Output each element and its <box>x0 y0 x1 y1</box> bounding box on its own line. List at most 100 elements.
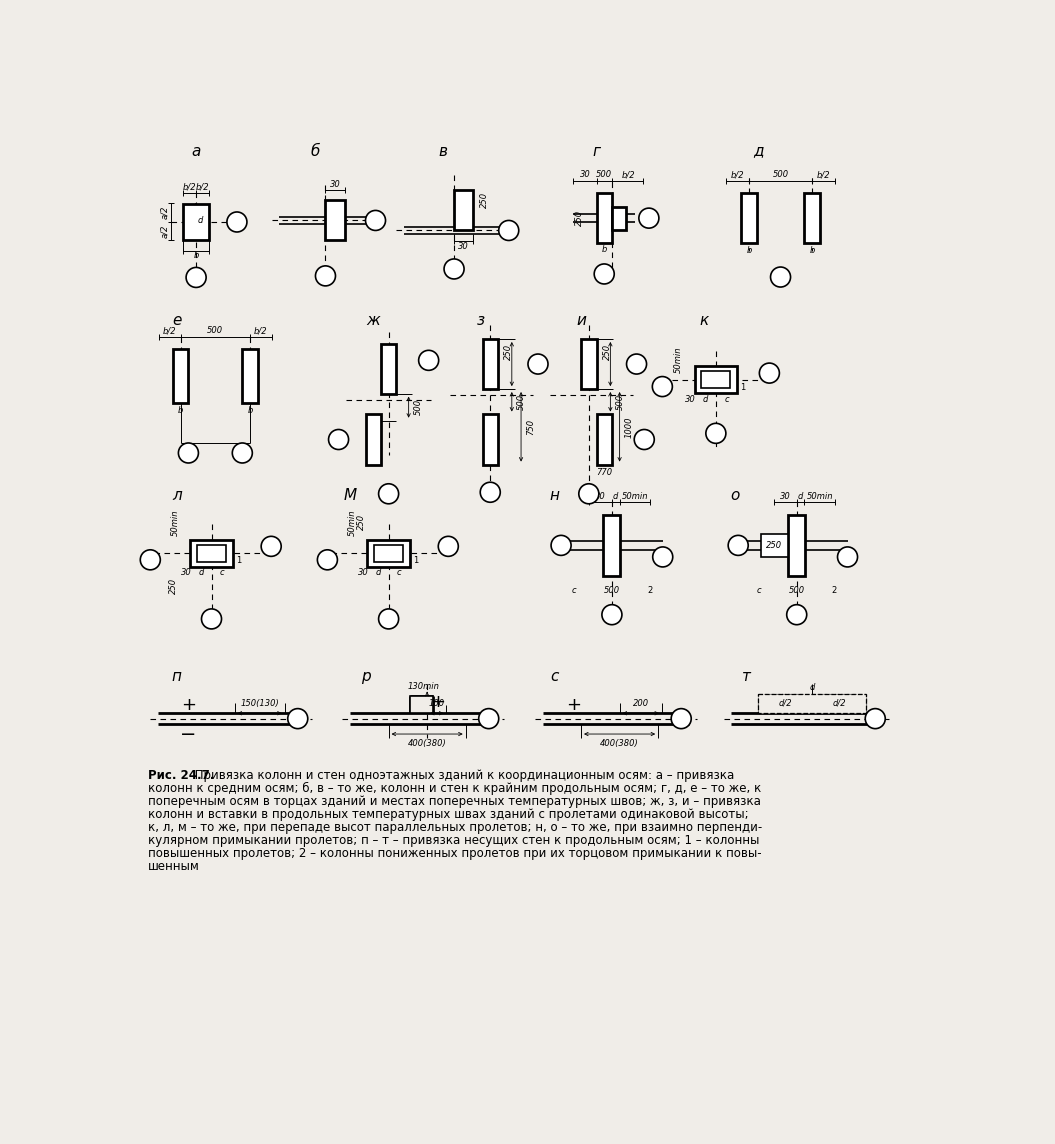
Bar <box>603 515 620 577</box>
Text: 500: 500 <box>517 394 526 410</box>
Circle shape <box>480 483 500 502</box>
Text: b/2: b/2 <box>254 326 268 335</box>
Text: d: d <box>798 492 803 501</box>
Bar <box>596 414 612 464</box>
Text: 130min: 130min <box>407 682 439 691</box>
Text: 500: 500 <box>616 394 625 410</box>
Text: д: д <box>753 144 764 159</box>
Text: 500: 500 <box>596 170 612 180</box>
Circle shape <box>627 353 647 374</box>
Text: b: b <box>178 406 184 415</box>
Text: b/2: b/2 <box>164 326 177 335</box>
Circle shape <box>551 535 571 555</box>
Circle shape <box>140 550 160 570</box>
Circle shape <box>315 265 335 286</box>
Circle shape <box>444 259 464 279</box>
Bar <box>243 349 257 403</box>
Text: 2: 2 <box>647 586 652 595</box>
Text: р: р <box>361 669 370 684</box>
Text: d: d <box>376 569 381 578</box>
Text: н: н <box>550 487 559 503</box>
Text: 200: 200 <box>633 699 649 708</box>
Bar <box>365 414 381 464</box>
Text: d: d <box>198 569 204 578</box>
Bar <box>197 545 226 562</box>
Circle shape <box>760 363 780 383</box>
Bar <box>759 694 866 713</box>
Circle shape <box>365 210 385 230</box>
Bar <box>373 545 403 562</box>
Text: b: b <box>601 245 607 254</box>
Text: б: б <box>311 144 320 159</box>
Circle shape <box>787 605 807 625</box>
Text: ж: ж <box>366 313 380 328</box>
Circle shape <box>838 547 858 567</box>
Circle shape <box>528 353 548 374</box>
Text: c: c <box>572 586 576 595</box>
Text: Рис. 24.7.: Рис. 24.7. <box>149 769 215 781</box>
Circle shape <box>602 605 621 625</box>
Text: п: п <box>172 669 181 684</box>
Text: 400(380): 400(380) <box>600 739 639 748</box>
Circle shape <box>379 484 399 503</box>
Text: Привязка колонн и стен одноэтажных зданий к координационным осям: а – привязка: Привязка колонн и стен одноэтажных здани… <box>191 769 734 781</box>
Bar <box>742 193 756 244</box>
Text: колонн к средним осям; б, в – то же, колонн и стен к крайним продольным осям; г,: колонн к средним осям; б, в – то же, кол… <box>149 781 762 795</box>
Text: b: b <box>247 406 253 415</box>
Bar <box>788 515 805 577</box>
Circle shape <box>594 264 614 284</box>
Bar <box>482 339 498 389</box>
Text: колонн и вставки в продольных температурных швах зданий с пролетами одинаковой в: колонн и вставки в продольных температур… <box>149 808 749 821</box>
Text: 250: 250 <box>602 343 612 359</box>
Text: 1: 1 <box>414 556 419 565</box>
Circle shape <box>652 376 672 397</box>
Text: d: d <box>613 492 618 501</box>
Bar <box>596 193 612 244</box>
Text: 500: 500 <box>414 399 423 415</box>
Bar <box>190 540 233 566</box>
Text: г: г <box>593 144 600 159</box>
Circle shape <box>706 423 726 444</box>
Text: 30: 30 <box>359 569 369 578</box>
Text: 30: 30 <box>181 569 192 578</box>
Text: к: к <box>699 313 709 328</box>
Text: и: и <box>576 313 586 328</box>
Circle shape <box>865 708 885 729</box>
Text: шенным: шенным <box>149 860 200 873</box>
Text: b/2: b/2 <box>622 170 636 180</box>
Text: е: е <box>172 313 181 328</box>
Text: +: + <box>180 696 196 714</box>
Text: b/2: b/2 <box>196 182 210 191</box>
Text: 50min: 50min <box>673 347 683 373</box>
Circle shape <box>499 221 519 240</box>
Text: 500: 500 <box>789 586 805 595</box>
Text: 400(380): 400(380) <box>407 739 446 748</box>
Circle shape <box>288 708 308 729</box>
Text: b: b <box>193 252 198 261</box>
Text: b: b <box>746 246 751 255</box>
Text: 30: 30 <box>330 180 341 189</box>
Bar <box>410 696 434 713</box>
Text: 30: 30 <box>595 492 606 501</box>
Text: b: b <box>809 246 814 255</box>
Circle shape <box>634 429 654 450</box>
Text: 30: 30 <box>458 243 469 252</box>
Circle shape <box>639 208 659 228</box>
Bar <box>454 190 474 230</box>
Text: d: d <box>197 216 203 225</box>
Text: b/2: b/2 <box>183 182 196 191</box>
Circle shape <box>579 484 599 503</box>
Circle shape <box>232 443 252 463</box>
Text: в: в <box>438 144 447 159</box>
Text: повышенных пролетов; 2 – колонны пониженных пролетов при их торцовом примыкании : повышенных пролетов; 2 – колонны понижен… <box>149 848 762 860</box>
Text: 250: 250 <box>169 578 178 594</box>
Text: 500: 500 <box>603 586 620 595</box>
Bar <box>183 204 209 240</box>
Bar <box>326 200 345 240</box>
Text: л: л <box>172 487 181 503</box>
Text: с: с <box>550 669 558 684</box>
Text: 100: 100 <box>428 699 445 708</box>
Text: поперечным осям в торцах зданий и местах поперечных температурных швов; ж, з, и : поперечным осям в торцах зданий и местах… <box>149 795 762 808</box>
Text: з: з <box>477 313 485 328</box>
Bar <box>381 343 397 394</box>
